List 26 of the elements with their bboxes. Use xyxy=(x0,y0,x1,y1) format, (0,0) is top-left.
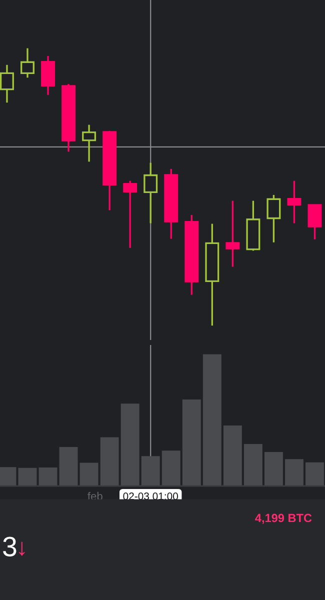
candlestick xyxy=(226,200,240,268)
candlestick xyxy=(308,204,322,240)
bar xyxy=(284,459,304,486)
bar xyxy=(306,462,324,486)
bar xyxy=(202,354,222,486)
candlestick xyxy=(287,180,302,224)
bar xyxy=(141,456,160,486)
bar xyxy=(59,446,78,486)
text: 4,199 BTC xyxy=(255,514,312,524)
text: 3↓ xyxy=(3,536,25,556)
candlestick xyxy=(82,124,96,163)
bar xyxy=(223,426,242,486)
bar xyxy=(244,444,262,486)
bar xyxy=(264,452,283,486)
bar xyxy=(80,462,98,486)
candlestick xyxy=(41,55,55,96)
candlestick xyxy=(20,47,34,78)
bar xyxy=(18,468,37,486)
bar xyxy=(182,400,201,486)
bar xyxy=(100,437,119,486)
bar xyxy=(120,404,140,486)
candlestick xyxy=(144,162,158,224)
candlestick xyxy=(123,180,138,249)
candlestick xyxy=(266,194,281,244)
bar xyxy=(162,450,180,486)
bar xyxy=(38,468,58,486)
